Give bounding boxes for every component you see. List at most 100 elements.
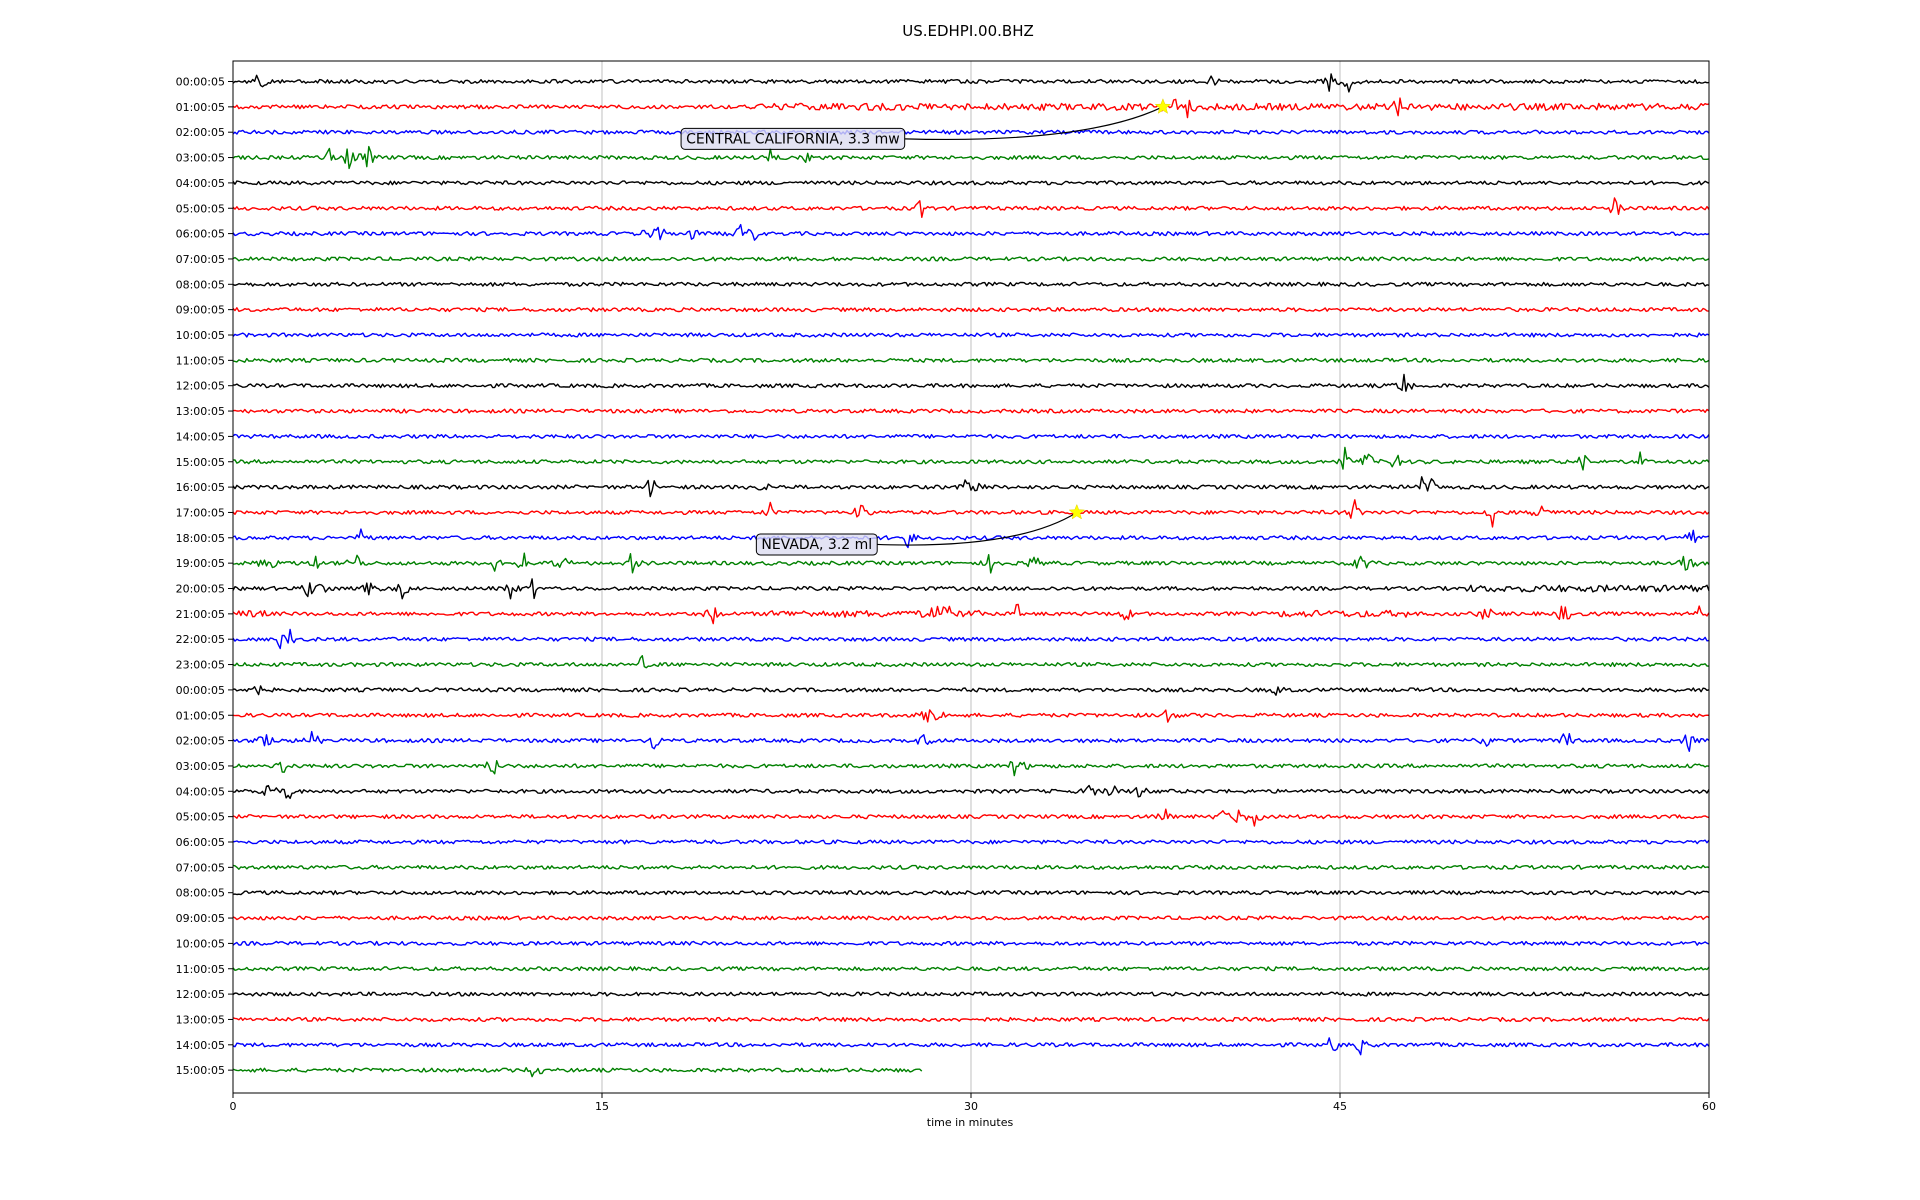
y-tick-label: 14:00:05 [176,430,225,443]
seismic-trace-row [232,73,1710,93]
seismic-trace-row [232,357,1710,363]
y-tick-label: 14:00:05 [176,1039,225,1052]
seismic-trace-row [232,603,1710,625]
event-label: NEVADA, 3.2 ml [761,537,872,553]
seismic-trace-row [232,307,1710,313]
seismic-trace-row [232,915,1710,921]
y-tick-label: 23:00:05 [176,659,225,672]
seismic-trace-row [232,180,1710,186]
event-annotation: CENTRAL CALIFORNIA, 3.3 mw [680,98,1172,150]
event-annotation: NEVADA, 3.2 ml [755,503,1086,556]
y-tick-label: 22:00:05 [176,633,225,646]
seismic-trace-row [232,578,1710,600]
y-tick-label: 11:00:05 [176,354,225,367]
seismic-trace-row [232,281,1710,287]
y-tick-label: 07:00:05 [176,253,225,266]
x-tick-label: 45 [1333,1100,1347,1113]
y-tick-label: 05:00:05 [176,202,225,215]
seismic-trace-row [232,197,1710,218]
seismic-trace-row [232,145,1710,170]
y-tick-label: 18:00:05 [176,532,225,545]
y-tick-label: 13:00:05 [176,1013,225,1026]
y-tick-label: 11:00:05 [176,963,225,976]
y-tick-label: 15:00:05 [176,1064,225,1077]
x-tick-label: 0 [230,1100,237,1113]
seismic-trace-row [232,332,1710,338]
y-tick-label: 06:00:05 [176,228,225,241]
event-connector [904,106,1164,141]
seismic-trace-row [232,223,1710,241]
y-tick-label: 19:00:05 [176,557,225,570]
event-label: CENTRAL CALIFORNIA, 3.3 mw [686,131,900,147]
y-tick-label: 07:00:05 [176,861,225,874]
y-tick-label: 20:00:05 [176,583,225,596]
grid-lines [601,61,1341,1093]
x-tick-labels: 0 15 30 45 60 [230,1093,1716,1113]
seismic-trace-row [232,784,1710,800]
trace-layer [232,73,1710,1078]
seismic-trace-row [232,129,1710,135]
seismic-trace-row [232,628,1710,650]
chart-title: US.EDHPI.00.BHZ [902,22,1034,40]
y-tick-label: 17:00:05 [176,506,225,519]
seismic-trace-row [232,808,1710,827]
seismic-trace-row [232,528,1710,549]
y-tick-label: 03:00:05 [176,760,225,773]
y-tick-label: 04:00:05 [176,177,225,190]
seismic-trace-row [232,890,1710,896]
y-tick-label: 10:00:05 [176,329,225,342]
y-tick-label: 01:00:05 [176,101,225,114]
seismic-trace-row [232,685,1710,696]
y-tick-label: 08:00:05 [176,887,225,900]
seismic-trace-row [232,476,1710,498]
seismic-trace-row [232,433,1710,439]
y-tick-label: 12:00:05 [176,380,225,393]
seismic-trace-row [232,446,1710,471]
seismic-trace-row [232,499,1710,528]
seismic-trace-row [232,1037,1710,1056]
y-tick-label: 06:00:05 [176,836,225,849]
seismic-trace-row [232,256,1710,262]
plot-frame [232,60,1710,1094]
y-tick-label: 12:00:05 [176,988,225,1001]
seismic-trace-row [232,373,1710,392]
seismic-trace-row [232,966,1710,972]
y-tick-label: 00:00:05 [176,684,225,697]
seismic-trace-row [232,1016,1710,1022]
y-tick-label: 15:00:05 [176,456,225,469]
seismic-trace-row [232,864,1710,870]
seismic-trace-row [232,655,1710,669]
y-tick-label: 02:00:05 [176,126,225,139]
x-tick-label: 60 [1702,1100,1716,1113]
y-tick-label: 08:00:05 [176,278,225,291]
y-tick-label: 21:00:05 [176,608,225,621]
event-annotations: CENTRAL CALIFORNIA, 3.3 mw NEVADA, 3.2 ml [680,98,1172,556]
seismic-trace-row [232,940,1710,946]
y-tick-label: 16:00:05 [176,481,225,494]
y-tick-label: 04:00:05 [176,785,225,798]
seismic-trace-row [232,839,1710,845]
event-star-marker [1154,98,1172,114]
y-tick-label: 05:00:05 [176,811,225,824]
x-tick-label: 15 [595,1100,609,1113]
seismic-trace-row [232,760,1710,777]
y-tick-label: 02:00:05 [176,735,225,748]
y-tick-label: 00:00:05 [176,76,225,89]
event-connector [877,511,1078,546]
y-tick-label: 10:00:05 [176,937,225,950]
seismic-trace-row [232,97,1710,119]
y-tick-label: 09:00:05 [176,912,225,925]
seismic-trace-row [232,408,1710,414]
seismic-trace-row [232,991,1710,997]
x-tick-label: 30 [964,1100,978,1113]
seismic-trace-row [232,709,1710,723]
y-tick-labels: 00:00:05 01:00:05 02:00:05 03:00:05 04:00:05… [176,76,233,1077]
y-tick-label: 03:00:05 [176,152,225,165]
x-axis-label: time in minutes [927,1116,1014,1129]
y-tick-label: 09:00:05 [176,304,225,317]
event-star-marker [1068,503,1086,520]
seismic-trace-row [232,552,1710,574]
y-tick-label: 13:00:05 [176,405,225,418]
seismic-trace-row [232,1067,923,1078]
